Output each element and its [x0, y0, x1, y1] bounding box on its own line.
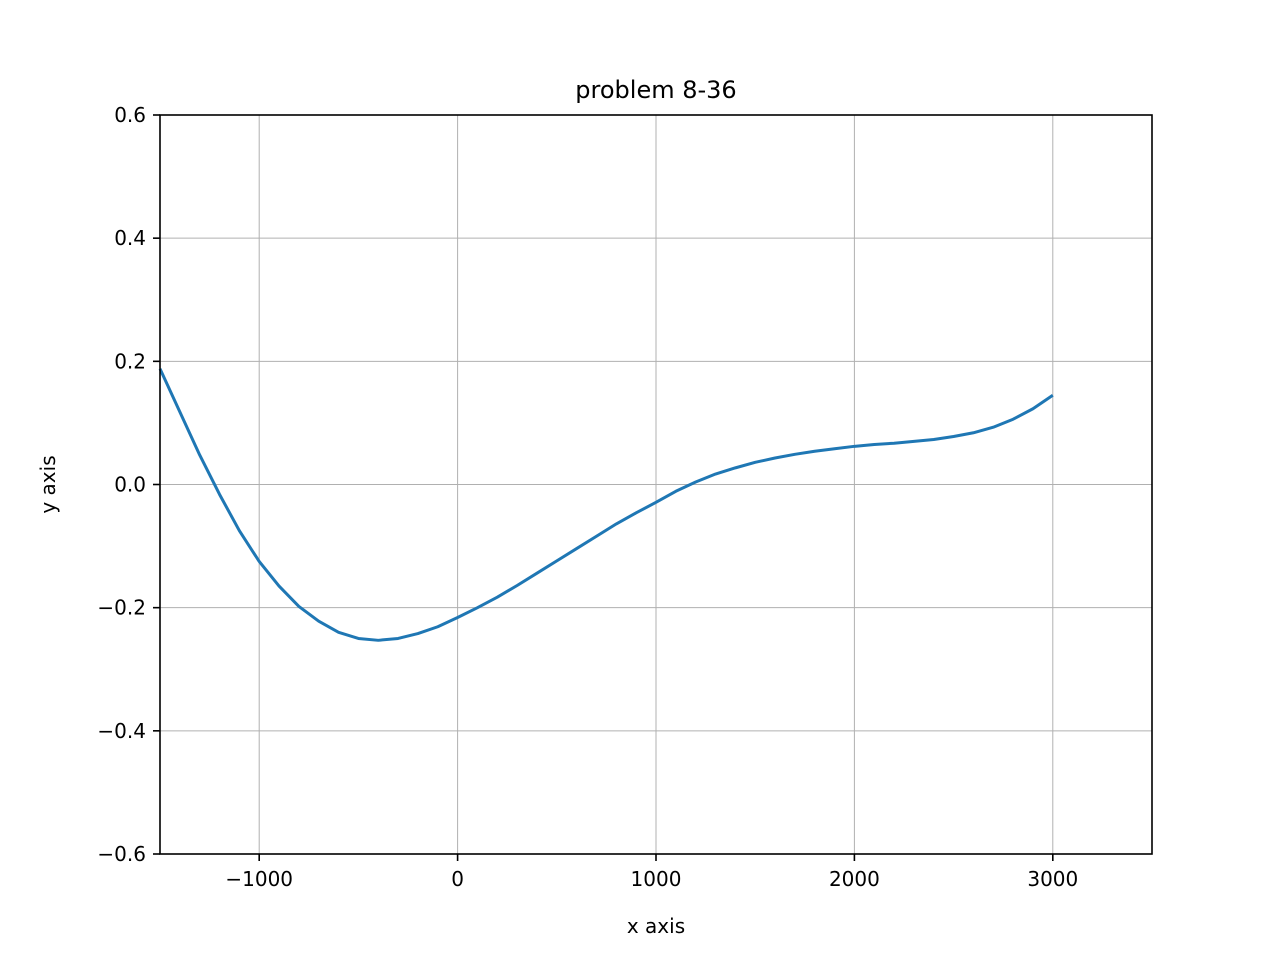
y-axis-label: y axis: [36, 455, 60, 513]
x-tick-label: 2000: [829, 867, 880, 891]
axis-ticks: −1000 0 1000 2000 3000 −0.6 −0.4 −0.2 0.0 0.2 0.4 0…: [97, 103, 1078, 891]
x-tick-label: 3000: [1027, 867, 1078, 891]
y-tick-label: −0.6: [97, 842, 146, 866]
y-tick-label: 0.0: [114, 473, 146, 497]
y-tick-label: −0.2: [97, 596, 146, 620]
x-axis-label: x axis: [627, 914, 685, 938]
y-tick-label: 0.6: [114, 103, 146, 127]
y-tick-label: −0.4: [97, 719, 146, 743]
chart-title: problem 8-36: [575, 76, 736, 104]
x-tick-label: 1000: [631, 867, 682, 891]
x-tick-label: 0: [451, 867, 464, 891]
x-tick-label: −1000: [225, 867, 293, 891]
series-line: [158, 368, 1054, 642]
y-tick-label: 0.2: [114, 349, 146, 373]
y-tick-label: 0.4: [114, 226, 146, 250]
